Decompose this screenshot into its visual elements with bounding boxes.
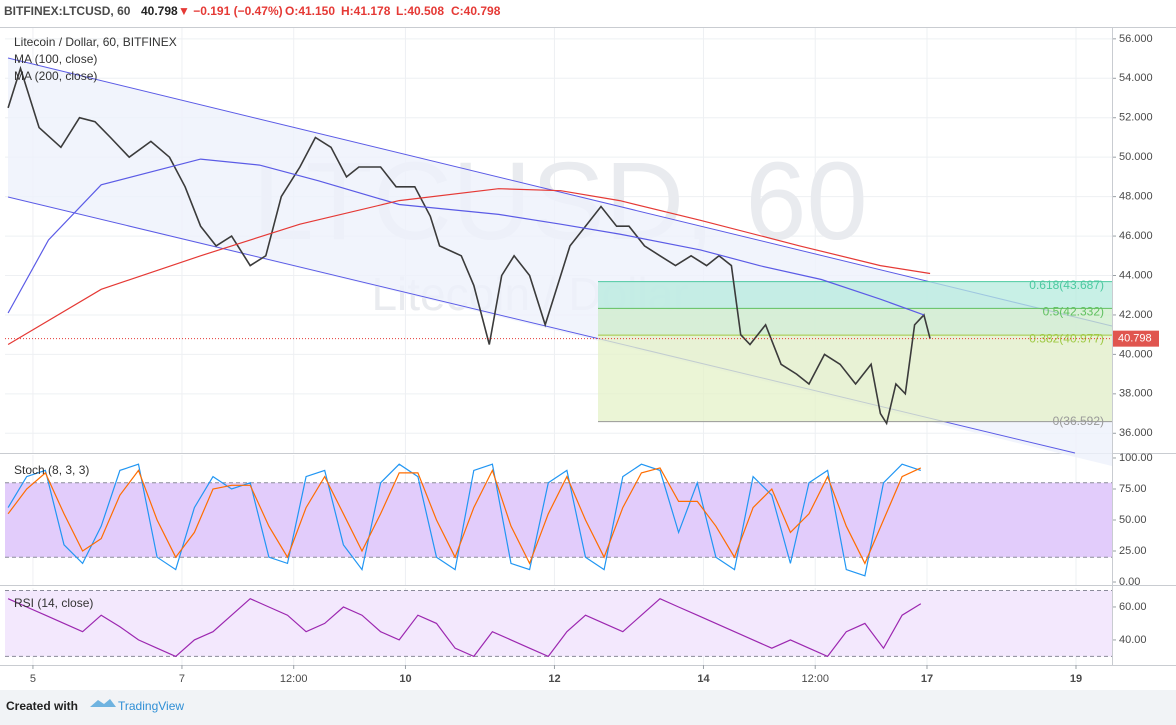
y-tick-label: 50.00: [1119, 514, 1147, 526]
header-price: 40.798: [141, 4, 178, 18]
series-line: [7, 158, 925, 316]
y-tick-label: 50.000: [1119, 151, 1153, 163]
y-tick-label: 40.00: [1119, 634, 1147, 646]
fib-label: 0.5(42.332): [1043, 305, 1104, 319]
header-low: L:40.508: [396, 4, 444, 18]
fib-label: 0(36.592): [1053, 414, 1104, 428]
y-tick-label: 46.000: [1119, 230, 1153, 242]
y-tick-label: 56.000: [1119, 33, 1153, 45]
footer-created: Created with: [6, 699, 78, 713]
tradingview-logo[interactable]: [90, 699, 116, 707]
y-tick-label: 44.000: [1119, 269, 1153, 281]
y-tick-label: 36.000: [1119, 427, 1153, 439]
header-high: H:41.178: [341, 4, 391, 18]
y-tick-label: 40.000: [1119, 348, 1153, 360]
series-line: [7, 467, 922, 565]
header-change: ▼ −0.191 (−0.47%): [178, 4, 283, 18]
last-price-label: 40.798: [1118, 333, 1152, 345]
y-tick-label: 25.00: [1119, 545, 1147, 557]
x-tick-label: 14: [697, 673, 710, 685]
y-tick-label: 42.000: [1119, 309, 1153, 321]
fib-label: 0.382(40.977): [1029, 331, 1104, 345]
x-tick-label: 12:00: [280, 673, 308, 685]
y-tick-label: 38.000: [1119, 388, 1153, 400]
y-tick-label: 0.00: [1119, 576, 1140, 588]
y-tick-label: 100.00: [1119, 452, 1153, 464]
series-line: [7, 65, 931, 426]
pane-title: Stoch (8, 3, 3): [14, 463, 89, 477]
pane-title: RSI (14, close): [14, 596, 93, 610]
fib-zone: [598, 281, 1112, 309]
y-tick-label: 52.000: [1119, 112, 1153, 124]
legend-entry: MA (200, close): [14, 69, 97, 83]
fib-label: 0.618(43.687): [1029, 278, 1104, 292]
y-tick-label: 75.00: [1119, 483, 1147, 495]
x-tick-label: 12: [548, 673, 560, 685]
legend-entry: MA (100, close): [14, 52, 97, 66]
band-fill: [5, 590, 1112, 657]
series-line: [7, 188, 931, 346]
symbol: BITFINEX:LTCUSD, 60: [4, 4, 131, 18]
x-tick-label: 10: [399, 673, 411, 685]
fib-zone: [598, 308, 1112, 336]
y-tick-label: 48.000: [1119, 191, 1153, 203]
header-open: O:41.150: [285, 4, 335, 18]
last-price-box: [1113, 330, 1159, 347]
y-tick-label: 60.00: [1119, 601, 1147, 613]
x-tick-label: 5: [30, 673, 36, 685]
x-tick-label: 12:00: [801, 673, 829, 685]
y-tick-label: 54.000: [1119, 72, 1153, 84]
series-line: [7, 597, 922, 658]
footer-brand[interactable]: TradingView: [118, 699, 184, 713]
band-fill: [5, 482, 1112, 558]
fib-zone: [598, 335, 1112, 422]
x-tick-label: 17: [921, 673, 933, 685]
x-tick-label: 7: [179, 673, 185, 685]
x-tick-label: 19: [1070, 673, 1082, 685]
legend-entry: Litecoin / Dollar, 60, BITFINEX: [14, 35, 177, 49]
header-close: C:40.798: [451, 4, 501, 18]
footer-bar: [0, 690, 1176, 725]
